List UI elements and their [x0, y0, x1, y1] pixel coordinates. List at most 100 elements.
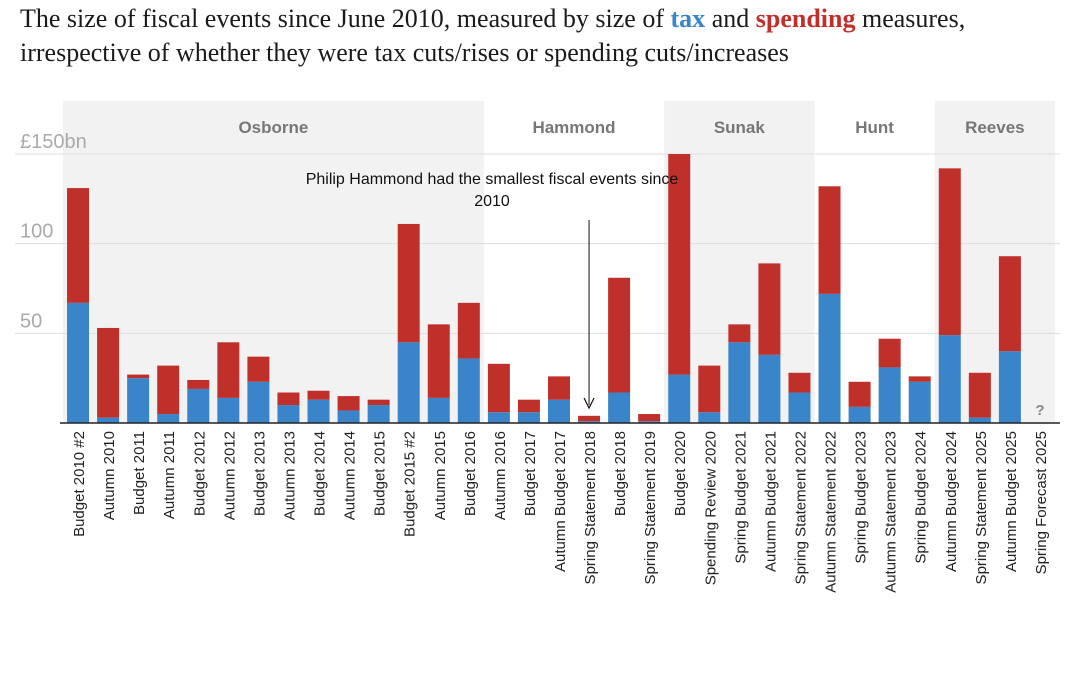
x-tick-label: Autumn 2014	[342, 431, 359, 520]
bar-spending	[397, 223, 420, 343]
annotation-line2: 2010	[474, 193, 510, 210]
title-and-word: and	[705, 4, 756, 33]
x-tick-label: Spending Review 2020	[702, 431, 719, 585]
chancellor-label: Osborne	[238, 118, 308, 137]
bar-spending	[247, 356, 270, 382]
bar-spending	[968, 372, 991, 418]
bar-tax	[307, 399, 330, 423]
y-tick-label: 50	[20, 310, 42, 332]
bar-spending	[487, 363, 510, 413]
x-tick-label: Autumn Budget 2017	[552, 431, 569, 572]
x-tick-label: Budget 2016	[462, 431, 479, 516]
bar-spending	[97, 327, 120, 418]
chancellor-label: Sunak	[714, 118, 766, 137]
bar-spending	[578, 415, 601, 422]
x-tick-label: Budget 2015	[372, 431, 389, 516]
x-tick-label: Spring Forecast 2025	[1033, 431, 1050, 574]
x-tick-label: Autumn Budget 2025	[1003, 431, 1020, 572]
bar-tax	[878, 367, 901, 423]
bar-tax	[728, 342, 751, 423]
bar-spending	[307, 390, 330, 400]
bar-spending	[67, 188, 90, 303]
x-tick-label: Autumn 2010	[101, 431, 118, 520]
bar-tax	[127, 378, 150, 423]
bar-spending	[547, 376, 570, 400]
bar-tax	[247, 381, 270, 423]
unknown-marker: ?	[1035, 402, 1044, 419]
bar-spending	[517, 399, 540, 413]
bar-spending	[758, 263, 781, 355]
bar-spending	[457, 302, 480, 359]
bar-tax	[998, 351, 1021, 423]
bar-tax	[67, 302, 90, 423]
bar-spending	[157, 365, 180, 415]
bar-spending	[427, 324, 450, 398]
bar-tax	[487, 412, 510, 423]
bar-tax	[818, 293, 841, 423]
bar-tax	[788, 392, 811, 423]
bar-spending	[848, 381, 871, 407]
bar-tax	[97, 417, 120, 423]
bar-spending	[127, 374, 150, 379]
bar-spending	[908, 376, 931, 382]
x-tick-label: Budget 2011	[131, 431, 148, 515]
x-tick-label: Autumn Budget 2021	[762, 431, 779, 572]
title-tax-word: tax	[670, 4, 706, 33]
annotation-line1: Philip Hammond had the smallest fiscal e…	[306, 171, 679, 188]
x-tick-label: Budget 2010 #2	[71, 431, 88, 537]
bar-tax	[908, 381, 931, 423]
bar-tax	[457, 358, 480, 423]
bar-tax	[848, 406, 871, 423]
title-spending-word: spending	[755, 4, 856, 33]
bar-spending	[728, 324, 751, 343]
x-tick-label: Spring Statement 2018	[582, 431, 599, 584]
chart-title: The size of fiscal events since June 201…	[20, 2, 1070, 70]
x-tick-label: Spring Statement 2019	[642, 431, 659, 584]
bar-tax	[638, 421, 661, 423]
bar-spending	[608, 277, 631, 393]
bar-tax	[608, 392, 631, 423]
bar-tax	[698, 412, 721, 423]
x-tick-label: Spring Budget 2023	[853, 431, 870, 564]
x-tick-label: Autumn Statement 2022	[823, 431, 840, 593]
bar-tax	[668, 374, 691, 423]
x-tick-label: Autumn 2012	[221, 431, 238, 520]
x-tick-label: Budget 2018	[612, 431, 629, 516]
x-tick-label: Budget 2017	[522, 431, 539, 516]
bar-spending	[367, 399, 390, 406]
bar-tax	[277, 405, 300, 423]
y-tick-label: £150bn	[20, 131, 87, 153]
x-tick-label: Autumn 2016	[492, 431, 509, 520]
chancellor-label: Reeves	[965, 118, 1025, 137]
bar-spending	[638, 414, 661, 422]
bar-tax	[578, 421, 601, 423]
x-tick-label: Budget 2014	[312, 431, 329, 516]
x-tick-label: Autumn 2015	[432, 431, 449, 520]
bar-spending	[788, 372, 811, 393]
bar-tax	[517, 412, 540, 423]
x-tick-label: Autumn 2013	[281, 431, 298, 520]
chancellor-band-osborne	[63, 101, 484, 423]
bar-spending	[337, 396, 360, 411]
bar-spending	[187, 379, 210, 389]
bar-spending	[878, 338, 901, 368]
x-tick-label: Budget 2020	[672, 431, 689, 516]
bar-spending	[668, 154, 691, 375]
bar-tax	[938, 335, 961, 423]
bar-tax	[397, 342, 420, 423]
bar-spending	[938, 168, 961, 336]
title-part1: The size of fiscal events since June 201…	[20, 4, 671, 33]
bar-tax	[427, 397, 450, 423]
bar-tax	[217, 397, 240, 423]
bar-tax	[337, 410, 360, 423]
bar-spending	[998, 256, 1021, 352]
x-tick-label: Spring Statement 2022	[792, 431, 809, 584]
bar-tax	[187, 388, 210, 423]
bar-spending	[277, 392, 300, 406]
x-tick-label: Budget 2012	[191, 431, 208, 516]
bar-tax	[157, 414, 180, 423]
x-tick-label: Budget 2015 #2	[402, 431, 419, 537]
y-tick-label: 100	[20, 221, 53, 243]
x-tick-label: Budget 2013	[251, 431, 268, 516]
